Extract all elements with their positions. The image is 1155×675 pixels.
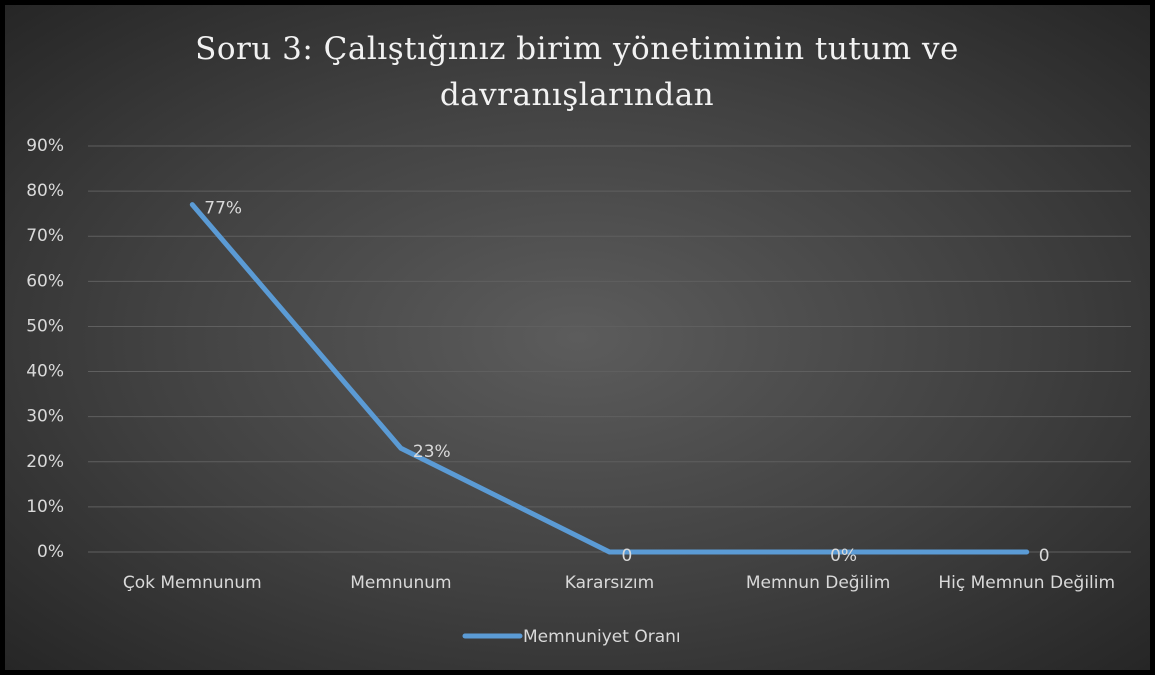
chart-background: [5, 5, 1150, 670]
data-label: 77%: [204, 199, 242, 219]
data-label: 0: [622, 546, 633, 566]
y-tick-label: 0%: [37, 542, 64, 562]
data-label: 0%: [830, 546, 857, 566]
data-label: 0: [1039, 546, 1050, 566]
y-tick-label: 20%: [26, 452, 64, 472]
x-tick-label: Kararsızım: [565, 573, 654, 593]
data-label: 23%: [413, 442, 451, 462]
y-tick-label: 10%: [26, 497, 64, 517]
x-tick-label: Memnun Değilim: [746, 573, 890, 593]
legend-label: Memnuniyet Oranı: [523, 627, 681, 647]
chart-title: Soru 3: Çalıştığınız birim yönetiminin t…: [195, 31, 959, 113]
x-tick-label: Memnunum: [350, 573, 451, 593]
y-tick-label: 70%: [26, 226, 64, 246]
y-tick-label: 80%: [26, 181, 64, 201]
y-tick-label: 90%: [26, 136, 64, 156]
y-tick-label: 40%: [26, 362, 64, 382]
x-tick-label: Çok Memnunum: [123, 573, 262, 593]
y-tick-label: 30%: [26, 407, 64, 427]
x-tick-label: Hiç Memnun Değilim: [938, 573, 1115, 593]
line-series: [189, 202, 1030, 555]
y-tick-label: 60%: [26, 271, 64, 291]
y-tick-label: 50%: [26, 316, 64, 336]
